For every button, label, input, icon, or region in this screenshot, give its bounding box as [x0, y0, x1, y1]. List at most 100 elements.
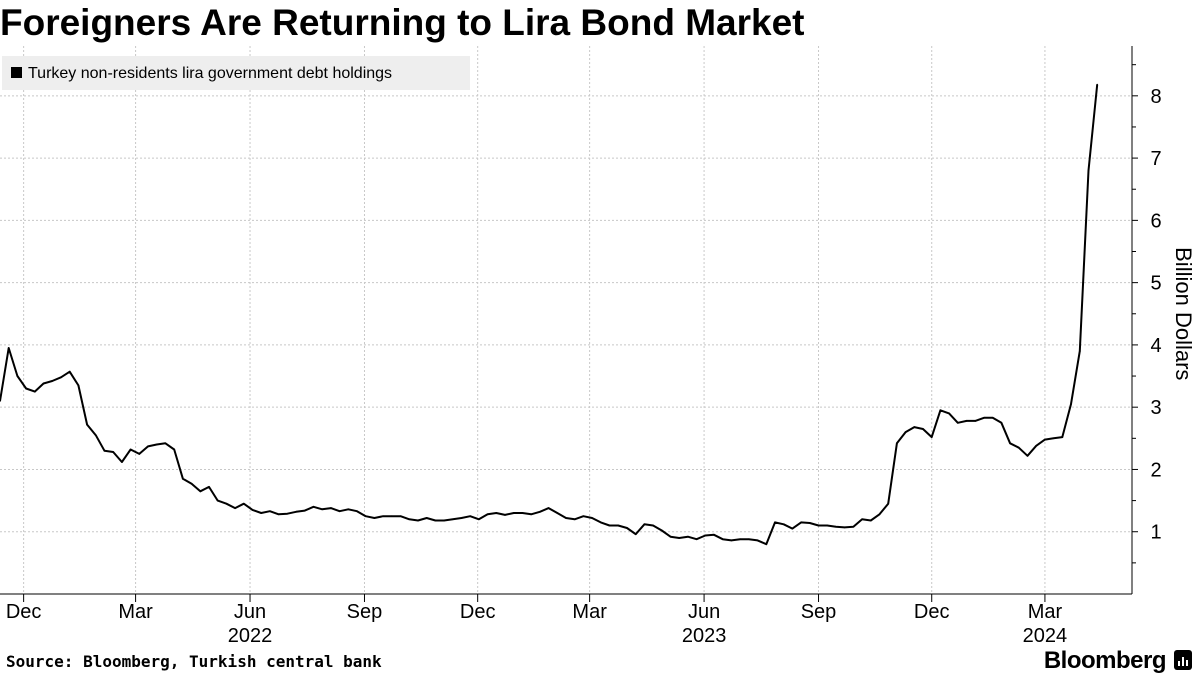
- data-point: [164, 442, 167, 445]
- y-tick-label: 1: [1150, 522, 1161, 544]
- data-point: [852, 525, 855, 528]
- data-point: [251, 509, 254, 511]
- y-tick-label: 4: [1150, 335, 1161, 357]
- data-point: [652, 524, 654, 527]
- data-point: [948, 412, 950, 415]
- x-tick-label: Sep: [347, 601, 383, 623]
- x-tick-label: Dec: [460, 601, 496, 623]
- data-point: [208, 486, 210, 488]
- data-point: [756, 539, 759, 542]
- data-point: [939, 409, 942, 412]
- vertical-gridlines: [23, 46, 1046, 594]
- data-point: [678, 537, 680, 539]
- data-point: [417, 519, 419, 522]
- data-point: [782, 523, 785, 526]
- data-point: [121, 461, 123, 463]
- y-tick-label: 2: [1150, 459, 1161, 481]
- data-point: [42, 382, 45, 385]
- data-point: [1096, 83, 1098, 86]
- data-point: [382, 515, 384, 517]
- data-point: [391, 515, 393, 517]
- data-point: [904, 431, 907, 433]
- bloomberg-logo: Bloomberg: [1043, 647, 1167, 674]
- data-point: [843, 526, 846, 529]
- x-tick-label: Jun: [688, 601, 720, 623]
- data-point: [269, 510, 271, 512]
- data-point: [129, 448, 132, 451]
- data-point: [791, 527, 794, 530]
- data-point: [922, 428, 924, 430]
- data-point: [16, 375, 19, 377]
- data-point: [1079, 350, 1081, 352]
- y-tick-label: 3: [1150, 397, 1161, 419]
- data-point: [225, 502, 228, 505]
- x-tick-label: Jun: [234, 601, 266, 623]
- data-point: [608, 524, 611, 527]
- data-point: [1000, 422, 1003, 424]
- data-point: [878, 513, 881, 516]
- data-point: [573, 518, 576, 521]
- data-point: [817, 524, 820, 527]
- data-point: [1087, 169, 1090, 172]
- data-point: [965, 420, 968, 422]
- data-point: [887, 502, 889, 505]
- horizontal-gridlines: [0, 95, 1132, 533]
- legend-label: Turkey non-residents lira government deb…: [28, 65, 392, 82]
- data-point: [957, 422, 959, 424]
- series-line-non-resident-holdings: [0, 84, 1099, 546]
- data-point: [835, 525, 837, 528]
- x-year-label: 2024: [1023, 625, 1068, 647]
- data-point: [1070, 403, 1072, 405]
- data-point: [155, 443, 158, 446]
- data-point: [1061, 436, 1064, 438]
- data-point: [277, 513, 280, 516]
- y-tick-label: 6: [1150, 210, 1161, 232]
- data-point: [452, 518, 454, 521]
- data-point: [77, 384, 80, 387]
- data-point: [338, 510, 341, 512]
- data-point: [216, 499, 219, 502]
- x-tick-label: Sep: [801, 601, 837, 623]
- data-point: [295, 511, 297, 513]
- legend: Turkey non-residents lira government deb…: [2, 56, 470, 90]
- data-point: [600, 521, 602, 524]
- data-point: [1018, 446, 1020, 449]
- data-point: [173, 448, 175, 451]
- x-year-label: 2022: [228, 625, 273, 647]
- data-point: [138, 453, 141, 455]
- data-point: [617, 524, 619, 527]
- y-tick-label: 5: [1150, 273, 1161, 295]
- data-point: [991, 417, 994, 419]
- data-point: [0, 400, 1, 402]
- data-point: [721, 538, 724, 540]
- legend-swatch: [11, 67, 22, 78]
- data-point: [539, 511, 541, 513]
- data-point: [182, 478, 184, 480]
- data-point: [643, 523, 646, 526]
- data-point: [34, 390, 36, 393]
- y-axis-label: Billion Dollars: [1171, 247, 1196, 380]
- x-tick-label: Mar: [1028, 601, 1063, 623]
- y-axis-ticks: 1 2 3 4 5 6 7 8: [1132, 64, 1162, 564]
- data-point: [443, 519, 445, 522]
- data-point: [826, 524, 828, 527]
- data-point: [809, 522, 811, 524]
- data-point: [469, 515, 472, 517]
- data-point: [356, 510, 358, 512]
- legend-background: [2, 56, 470, 90]
- data-point: [634, 533, 637, 535]
- data-point: [765, 543, 768, 545]
- data-point: [347, 508, 350, 511]
- data-point: [434, 519, 437, 522]
- data-point: [547, 507, 550, 509]
- data-point: [530, 513, 532, 516]
- bloomberg-chart-icon: [1174, 650, 1192, 670]
- data-point: [86, 423, 88, 426]
- data-point: [861, 518, 863, 521]
- data-point: [1009, 442, 1011, 445]
- data-point: [930, 436, 933, 438]
- data-point: [460, 517, 463, 519]
- x-tick-label: Mar: [572, 601, 607, 623]
- data-point: [373, 517, 376, 519]
